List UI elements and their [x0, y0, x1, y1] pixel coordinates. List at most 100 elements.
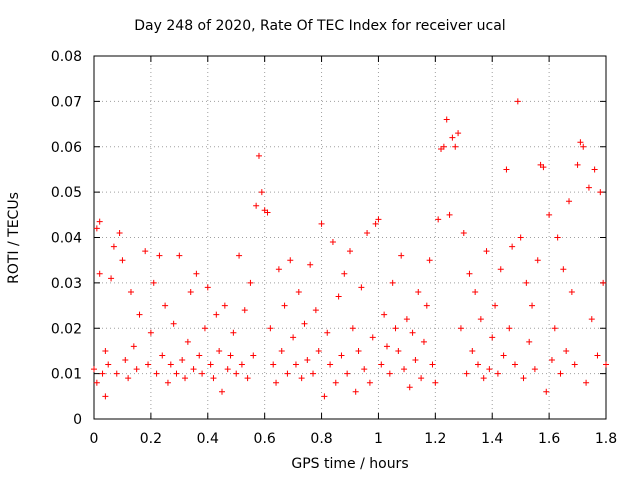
data-point [315, 347, 322, 354]
data-point [273, 379, 280, 386]
data-point [531, 366, 538, 373]
data-point [446, 211, 453, 218]
data-point [577, 139, 584, 146]
data-point [267, 325, 274, 332]
data-point [210, 375, 217, 382]
data-point [443, 116, 450, 123]
data-point [344, 370, 351, 377]
data-point [125, 375, 132, 382]
data-point [219, 388, 225, 395]
data-point [557, 370, 564, 377]
data-point [546, 211, 553, 218]
data-point [236, 252, 243, 259]
data-point [244, 375, 251, 382]
data-point [173, 370, 180, 377]
data-point [597, 189, 604, 196]
data-point [110, 243, 117, 250]
data-point [418, 375, 425, 382]
data-point [133, 366, 140, 373]
x-tick-label: 0.2 [140, 431, 162, 447]
data-point [176, 252, 183, 259]
x-tick-label: 0.6 [254, 431, 276, 447]
data-point [204, 284, 211, 291]
data-point [403, 316, 410, 323]
data-point [480, 375, 487, 382]
data-point [105, 361, 112, 368]
data-point [375, 216, 382, 223]
data-point [213, 311, 220, 318]
data-point [526, 338, 533, 345]
data-point [492, 302, 499, 309]
data-point [167, 361, 174, 368]
data-point [341, 270, 348, 277]
data-point [170, 320, 177, 327]
data-point [307, 261, 314, 268]
data-point [130, 343, 137, 350]
data-point [327, 361, 334, 368]
data-point [440, 143, 447, 150]
data-point [264, 209, 271, 216]
data-point [113, 370, 120, 377]
data-point [560, 266, 567, 273]
data-point [574, 161, 581, 168]
data-point [529, 302, 536, 309]
data-point [364, 229, 371, 236]
data-point [449, 134, 456, 141]
data-point [383, 343, 390, 350]
data-point [409, 329, 416, 336]
data-point [182, 375, 189, 382]
data-point [147, 329, 154, 336]
data-point [389, 279, 396, 286]
data-point [352, 388, 359, 395]
data-point [540, 164, 547, 171]
y-tick-label: 0.01 [51, 367, 82, 383]
data-point [301, 320, 308, 327]
data-point [514, 98, 521, 105]
data-point [503, 166, 510, 173]
data-point [224, 366, 231, 373]
data-point [216, 347, 223, 354]
data-point [258, 189, 265, 196]
data-point [295, 288, 302, 295]
data-point [361, 366, 368, 373]
data-point [287, 257, 294, 264]
x-tick-label: 1.2 [424, 431, 446, 447]
y-tick-label: 0.07 [51, 94, 82, 110]
data-point [455, 130, 462, 137]
data-point [93, 379, 100, 386]
chart-title: Day 248 of 2020, Rate Of TEC Index for r… [134, 18, 506, 34]
data-point [207, 361, 214, 368]
data-point [386, 370, 393, 377]
data-point [304, 357, 311, 364]
data-point [520, 375, 527, 382]
data-point [398, 252, 405, 259]
data-point [96, 218, 103, 225]
data-point [554, 234, 561, 241]
data-point [102, 347, 109, 354]
data-point [472, 288, 479, 295]
data-point [475, 361, 481, 368]
data-point [150, 279, 157, 286]
data-point [500, 352, 507, 359]
data-point [136, 311, 143, 318]
data-point [119, 257, 126, 264]
x-tick-label: 1 [374, 431, 383, 447]
plot-frame [93, 55, 607, 420]
y-tick-label: 0.05 [51, 185, 82, 201]
data-point [93, 225, 100, 232]
data-point [452, 143, 459, 150]
x-tick-label: 0.4 [197, 431, 219, 447]
data-point [241, 307, 248, 314]
data-point [298, 375, 305, 382]
data-point [460, 229, 467, 236]
data-point [426, 257, 433, 264]
data-point [312, 307, 319, 314]
data-point [406, 384, 413, 391]
data-point [145, 361, 152, 368]
data-point [566, 198, 573, 205]
data-point [233, 370, 240, 377]
data-point [227, 352, 234, 359]
data-point [511, 361, 518, 368]
x-tick-label: 0 [90, 431, 99, 447]
data-point [591, 166, 598, 173]
